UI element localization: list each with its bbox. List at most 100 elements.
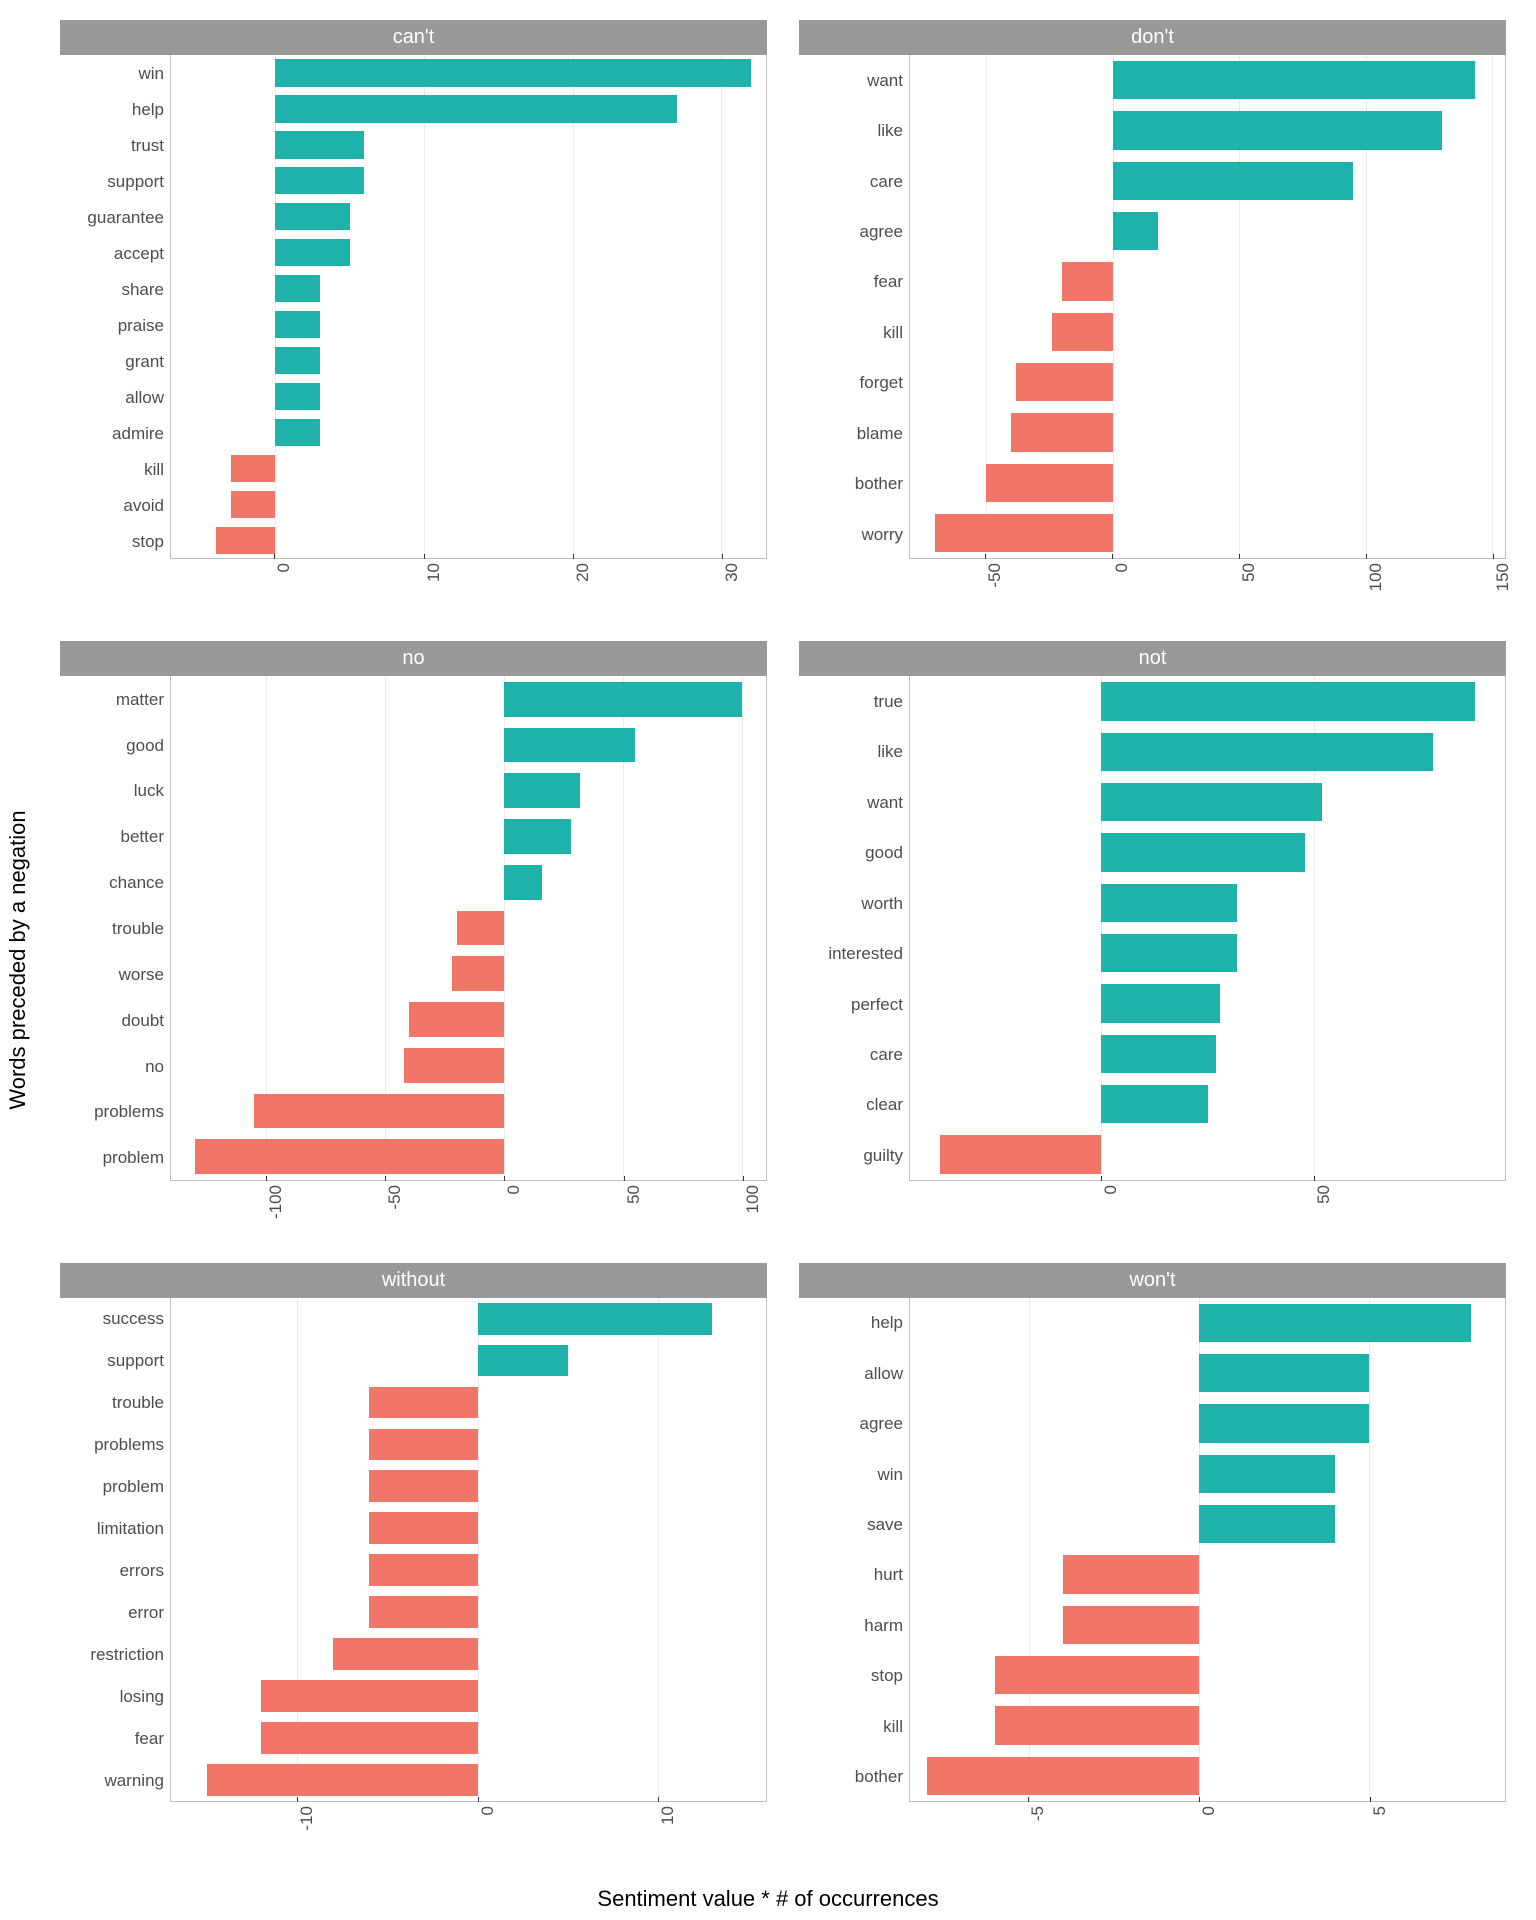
- bar-slot: [910, 508, 1505, 558]
- bar: [1199, 1404, 1369, 1442]
- x-tick-label: 5: [1370, 1806, 1390, 1815]
- x-tick-label: 0: [274, 563, 294, 572]
- bar: [940, 1135, 1102, 1173]
- x-tick-label: 50: [1314, 1185, 1334, 1204]
- bar-slot: [171, 1633, 766, 1675]
- bar: [333, 1638, 477, 1670]
- facet-strip-title: won't: [799, 1263, 1506, 1298]
- y-tick-label: matter: [116, 691, 164, 708]
- y-tick-label: warning: [104, 1772, 164, 1789]
- facet-panel: nottruelikewantgoodworthinterestedperfec…: [799, 641, 1506, 1238]
- facet-panel: don'twantlikecareagreefearkillforgetblam…: [799, 20, 1506, 617]
- y-tick-label: win: [877, 1466, 903, 1483]
- y-tick-label: agree: [860, 1415, 903, 1432]
- y-tick-label: good: [126, 737, 164, 754]
- bar-slot: [910, 1348, 1505, 1398]
- y-tick-label: perfect: [851, 996, 903, 1013]
- plot-area: [909, 1298, 1506, 1802]
- bar: [231, 455, 276, 482]
- bar: [195, 1139, 504, 1174]
- y-tick-label: guilty: [863, 1147, 903, 1164]
- bar-slot: [171, 997, 766, 1043]
- y-tick-label: clear: [866, 1096, 903, 1113]
- bar-slot: [910, 1499, 1505, 1549]
- bar: [275, 59, 751, 86]
- y-tick-label: better: [121, 828, 164, 845]
- bar-slot: [910, 777, 1505, 827]
- bar-slot: [910, 206, 1505, 256]
- bar: [275, 419, 320, 446]
- y-tick-label: agree: [860, 223, 903, 240]
- bar: [504, 819, 571, 854]
- y-tick-label: allow: [125, 389, 164, 406]
- y-tick-label: problems: [94, 1436, 164, 1453]
- bar-slot: [171, 722, 766, 768]
- y-tick-label: admire: [112, 425, 164, 442]
- bar: [261, 1722, 477, 1754]
- facet-panel: can'twinhelptrustsupportguaranteeaccepts…: [60, 20, 767, 617]
- y-tick-label: hurt: [874, 1566, 903, 1583]
- x-tick-label: 0: [504, 1185, 524, 1194]
- y-tick-label: allow: [864, 1365, 903, 1382]
- bar: [478, 1303, 712, 1335]
- bar: [1199, 1304, 1471, 1342]
- x-tick-label: 100: [1366, 563, 1386, 591]
- bars-container: [171, 55, 766, 558]
- bar: [275, 347, 320, 374]
- bar-slot: [171, 1340, 766, 1382]
- bar: [995, 1656, 1199, 1694]
- y-tick-label: kill: [883, 1718, 903, 1735]
- bar-slot: [910, 928, 1505, 978]
- bar-slot: [171, 1465, 766, 1507]
- x-tick-label: 0: [1199, 1806, 1219, 1815]
- bar-slot: [910, 1751, 1505, 1801]
- y-tick-label: error: [128, 1604, 164, 1621]
- y-tick-label: trouble: [112, 920, 164, 937]
- y-tick-label: guarantee: [87, 209, 164, 226]
- bar-slot: [171, 1298, 766, 1340]
- y-tick-label: errors: [120, 1562, 164, 1579]
- bar: [207, 1764, 477, 1796]
- bar-slot: [910, 307, 1505, 357]
- x-tick-labels: -50050100150: [909, 559, 1506, 617]
- y-tick-label: bother: [855, 1768, 903, 1785]
- bar-slot: [910, 727, 1505, 777]
- bar: [1011, 413, 1112, 451]
- y-tick-label: chance: [109, 874, 164, 891]
- bar: [1199, 1354, 1369, 1392]
- bars-container: [171, 676, 766, 1179]
- bar-slot: [171, 271, 766, 307]
- y-tick-label: support: [107, 173, 164, 190]
- x-tick-label: 100: [743, 1185, 763, 1213]
- bar: [452, 956, 504, 991]
- bar: [1101, 884, 1237, 922]
- bar-slot: [910, 1600, 1505, 1650]
- bar: [1101, 934, 1237, 972]
- y-tick-label: stop: [132, 533, 164, 550]
- y-tick-label: limitation: [97, 1520, 164, 1537]
- bar: [1052, 313, 1113, 351]
- bar-slot: [171, 91, 766, 127]
- bar: [457, 911, 505, 946]
- x-tick-label: -50: [385, 1185, 405, 1210]
- bar-slot: [171, 951, 766, 997]
- bar: [275, 167, 364, 194]
- bars-container: [910, 1298, 1505, 1801]
- bar-slot: [171, 235, 766, 271]
- bar-slot: [910, 978, 1505, 1028]
- bar: [504, 773, 580, 808]
- y-tick-label: accept: [114, 245, 164, 262]
- bar-slot: [171, 415, 766, 451]
- bar-slot: [171, 1507, 766, 1549]
- y-tick-label: true: [874, 693, 903, 710]
- y-tick-label: share: [121, 281, 164, 298]
- bar-slot: [171, 379, 766, 415]
- x-tick-label: 10: [424, 563, 444, 582]
- y-tick-labels: mattergoodluckbetterchancetroubleworsedo…: [60, 676, 170, 1180]
- y-tick-labels: truelikewantgoodworthinterestedperfectca…: [799, 676, 909, 1180]
- x-tick-label: 150: [1493, 563, 1513, 591]
- bar: [504, 682, 742, 717]
- bar: [1101, 833, 1305, 871]
- bar-slot: [171, 676, 766, 722]
- facet-strip-title: don't: [799, 20, 1506, 55]
